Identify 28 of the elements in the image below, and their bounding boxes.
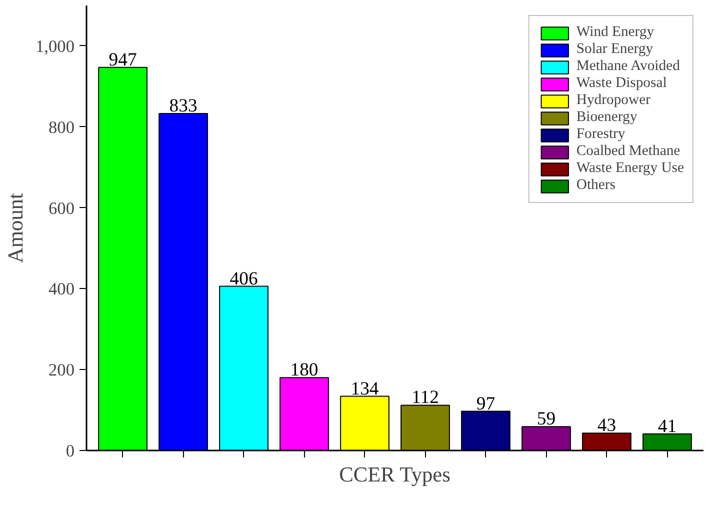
legend-label: Others <box>576 177 616 194</box>
y-tick-label: 1,000 <box>36 36 75 56</box>
legend-label: Bioenergy <box>576 109 638 126</box>
y-tick-label: 0 <box>66 442 75 460</box>
legend-label: Coalbed Methane <box>576 143 680 160</box>
legend-label: Waste Disposal <box>576 75 667 92</box>
legend-label: Hydropower <box>576 92 650 109</box>
data-label: 947 <box>108 49 137 70</box>
data-label: 406 <box>230 268 258 290</box>
data-label: 97 <box>476 393 496 414</box>
legend-label: Wind Energy <box>576 24 654 41</box>
data-label: 833 <box>169 96 198 117</box>
legend-label: Waste Energy Use <box>576 160 684 177</box>
data-label: 59 <box>536 408 556 430</box>
legend-label: Solar Energy <box>576 41 654 58</box>
data-label: 112 <box>412 387 439 408</box>
data-label: 134 <box>350 378 380 400</box>
y-tick-label: 200 <box>48 360 75 380</box>
y-tick-label: 600 <box>48 198 75 218</box>
x-axis-title: CCER Types <box>339 462 450 486</box>
data-label: 41 <box>658 416 677 437</box>
y-axis-title: Amount <box>4 192 28 263</box>
data-label: 180 <box>290 360 318 381</box>
legend-label: Methane Avoided <box>576 58 680 75</box>
y-tick-label: 800 <box>48 118 75 137</box>
y-tick-label: 400 <box>48 280 75 299</box>
data-label: 43 <box>597 415 616 436</box>
legend-label: Forestry <box>576 126 626 143</box>
